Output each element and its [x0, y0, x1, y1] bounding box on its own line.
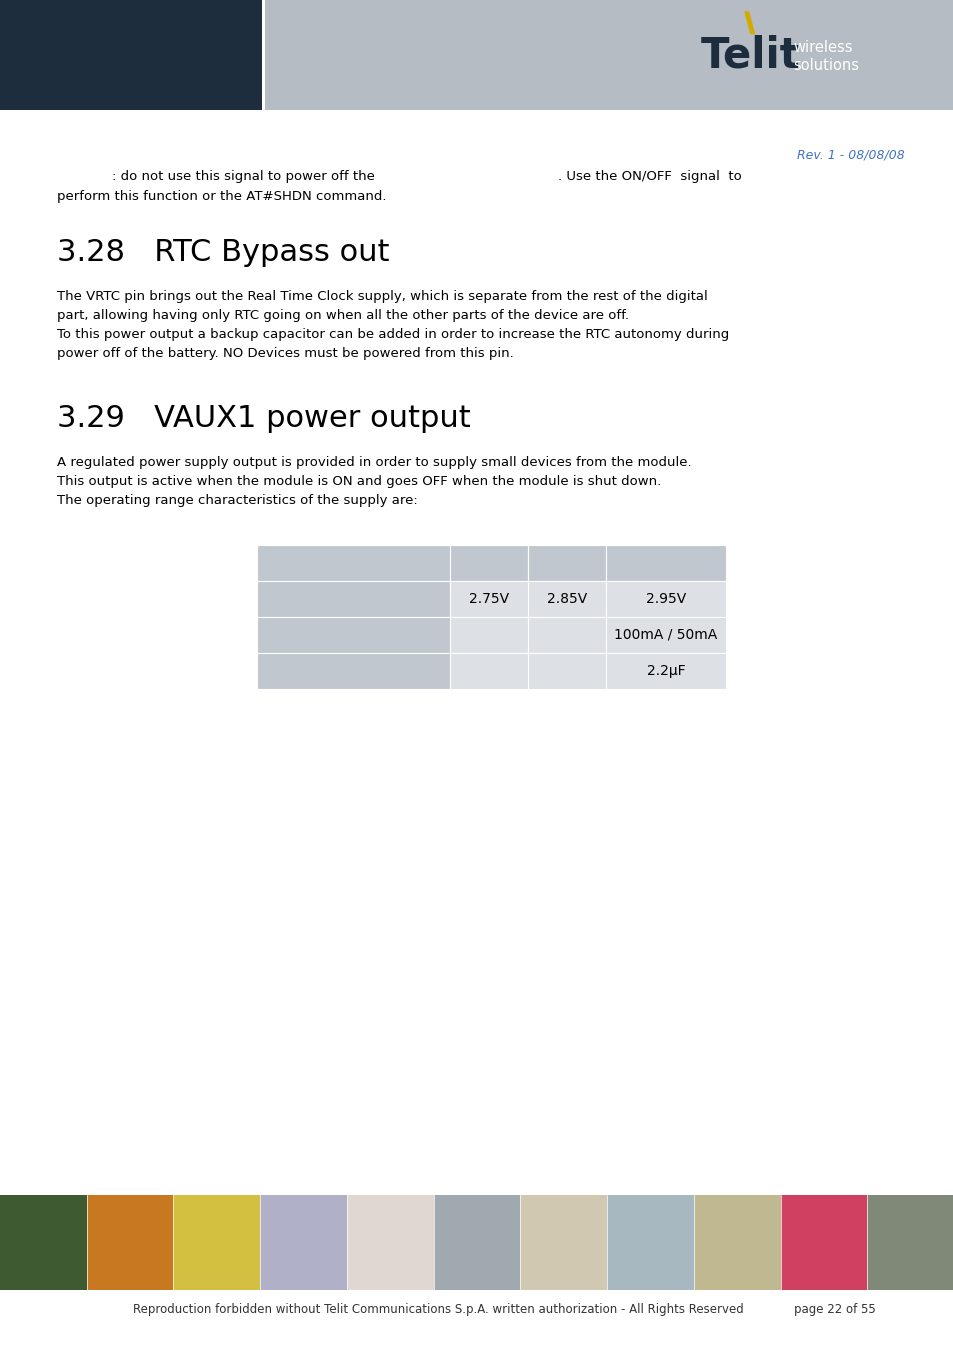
- Bar: [780, 1195, 866, 1291]
- Text: Rev. 1 - 08/08/08: Rev. 1 - 08/08/08: [797, 148, 904, 161]
- Bar: [0, 0, 263, 109]
- Text: 3.28   RTC Bypass out: 3.28 RTC Bypass out: [57, 238, 389, 267]
- Polygon shape: [743, 11, 755, 34]
- Bar: [693, 1195, 780, 1291]
- Bar: [450, 545, 527, 580]
- Bar: [450, 653, 527, 688]
- Bar: [450, 617, 527, 653]
- Text: page 22 of 55: page 22 of 55: [793, 1304, 875, 1316]
- Bar: [0, 1195, 87, 1291]
- Text: power off of the battery. NO Devices must be powered from this pin.: power off of the battery. NO Devices mus…: [57, 347, 514, 360]
- Text: : do not use this signal to power off the: : do not use this signal to power off th…: [112, 170, 375, 184]
- Bar: [256, 580, 450, 617]
- Text: To this power output a backup capacitor can be added in order to increase the RT: To this power output a backup capacitor …: [57, 328, 728, 342]
- Bar: [866, 1195, 953, 1291]
- Bar: [527, 545, 605, 580]
- Bar: [173, 1195, 260, 1291]
- Bar: [605, 617, 725, 653]
- Text: The operating range characteristics of the supply are:: The operating range characteristics of t…: [57, 494, 417, 508]
- Bar: [606, 1195, 693, 1291]
- Text: The VRTC pin brings out the Real Time Clock supply, which is separate from the r: The VRTC pin brings out the Real Time Cl…: [57, 290, 707, 302]
- Bar: [87, 1195, 173, 1291]
- Text: part, allowing having only RTC going on when all the other parts of the device a: part, allowing having only RTC going on …: [57, 309, 628, 323]
- Text: Telit: Telit: [700, 34, 800, 76]
- Bar: [519, 1195, 606, 1291]
- Text: Reproduction forbidden without Telit Communications S.p.A. written authorization: Reproduction forbidden without Telit Com…: [133, 1304, 743, 1316]
- Text: 2.95V: 2.95V: [645, 593, 685, 606]
- Text: 2.85V: 2.85V: [546, 593, 586, 606]
- Text: perform this function or the AT#SHDN command.: perform this function or the AT#SHDN com…: [57, 190, 386, 202]
- Text: solutions: solutions: [792, 58, 859, 73]
- Text: 100mA / 50mA: 100mA / 50mA: [614, 628, 717, 643]
- Bar: [263, 0, 953, 109]
- Text: 2.2μF: 2.2μF: [646, 664, 684, 678]
- Bar: [256, 545, 450, 580]
- Bar: [605, 580, 725, 617]
- Bar: [260, 1195, 347, 1291]
- Bar: [527, 580, 605, 617]
- Text: 3.29   VAUX1 power output: 3.29 VAUX1 power output: [57, 404, 470, 433]
- Bar: [256, 617, 450, 653]
- Bar: [605, 653, 725, 688]
- Bar: [256, 653, 450, 688]
- Bar: [527, 617, 605, 653]
- Text: This output is active when the module is ON and goes OFF when the module is shut: This output is active when the module is…: [57, 475, 660, 487]
- Text: 2.75V: 2.75V: [469, 593, 509, 606]
- Bar: [262, 0, 265, 109]
- Text: . Use the ON/OFF  signal  to: . Use the ON/OFF signal to: [558, 170, 741, 184]
- Bar: [527, 653, 605, 688]
- Text: wireless: wireless: [792, 39, 852, 55]
- Bar: [605, 545, 725, 580]
- Bar: [434, 1195, 519, 1291]
- Bar: [450, 580, 527, 617]
- Bar: [347, 1195, 434, 1291]
- Text: A regulated power supply output is provided in order to supply small devices fro: A regulated power supply output is provi…: [57, 456, 691, 468]
